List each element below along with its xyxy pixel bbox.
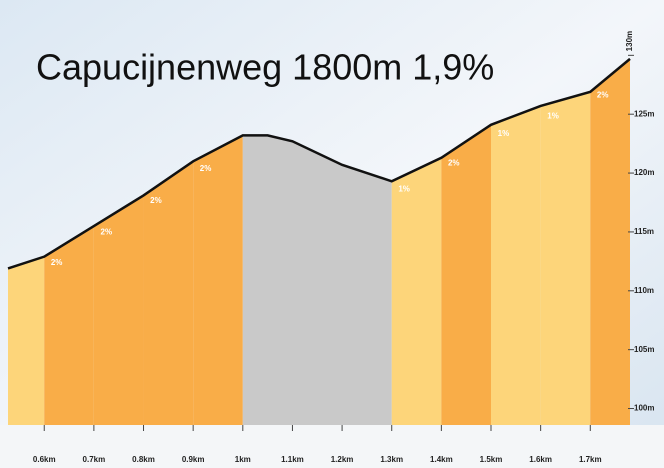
grade-segment [44, 226, 94, 425]
grade-segment [441, 125, 491, 425]
x-tick-label: 1.2km [331, 455, 354, 464]
x-tick-label: 1.7km [579, 455, 602, 464]
grade-segment [541, 92, 591, 425]
grade-label: 2% [200, 164, 212, 173]
x-tick-label: 0.7km [83, 455, 106, 464]
y-tick-label: 110m [634, 286, 654, 295]
grade-label: 1% [498, 129, 510, 138]
x-tick-label: 1.3km [380, 455, 403, 464]
y-tick-label: 120m [634, 168, 654, 177]
grade-label: 1% [547, 112, 559, 121]
x-tick-label: 0.8km [132, 455, 155, 464]
grade-segment [8, 257, 44, 425]
grade-segment [491, 106, 541, 425]
grade-segment [243, 135, 392, 425]
x-tick-label: 1.1km [281, 455, 304, 464]
grade-label: 2% [51, 258, 63, 267]
grade-label: 2% [150, 196, 162, 205]
x-tick-label: 1.4km [430, 455, 453, 464]
chart: 2% 2% 2% 2% 1% 2% 1% 1% 2% 0.6km 0.7km 0.8km 0.9km 1k… [0, 0, 664, 468]
y-tick-label: 125m [634, 109, 654, 118]
page: {"chart_data": {"type": "area", "title":… [0, 0, 664, 468]
x-tick-label: 0.9km [182, 455, 205, 464]
y-tick-label: 115m [634, 227, 654, 236]
grade-segment [590, 59, 630, 425]
x-tick-label: 1.6km [529, 455, 552, 464]
x-tick-label: 1.5km [480, 455, 503, 464]
x-tick-label: 1km [235, 455, 251, 464]
grade-label: 2% [597, 91, 609, 100]
grade-label: 1% [398, 185, 410, 194]
y-tick-label: 100m [634, 404, 654, 413]
grade-label: 2% [101, 227, 113, 236]
grade-segment [392, 158, 442, 425]
grade-segment [193, 135, 243, 425]
chart-title: Capucijnenweg 1800m 1,9% [36, 47, 494, 88]
grade-label: 2% [448, 159, 460, 168]
y-tick-label: 130m [625, 31, 634, 51]
x-tick-label: 0.6km [33, 455, 56, 464]
y-tick-label: 105m [634, 345, 654, 354]
